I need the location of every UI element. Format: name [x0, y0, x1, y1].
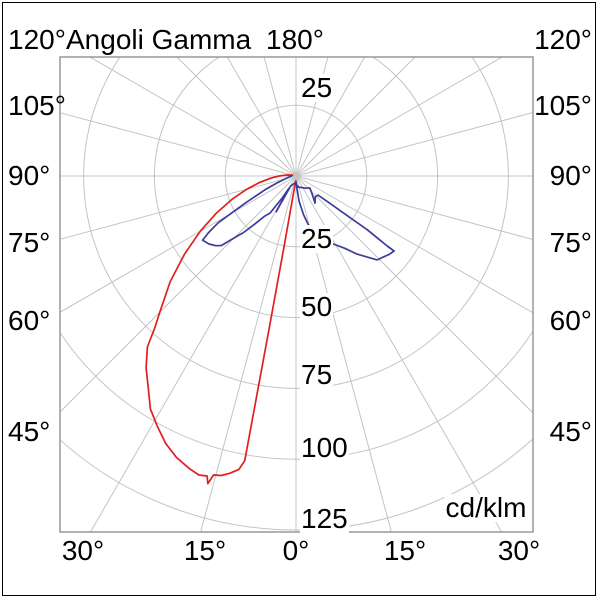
grid-radial-345 — [200, 175, 297, 532]
angle-label-right-90: 90° — [549, 160, 592, 191]
grid-radial-135 — [295, 57, 416, 177]
r-tick-50: 50 — [300, 291, 334, 322]
angle-label-right-105: 105° — [534, 90, 592, 121]
grid-radial-15 — [295, 175, 392, 532]
grid-radial-60 — [295, 175, 533, 314]
angle-label-left-105: 105° — [8, 90, 66, 121]
grid-radial-30 — [295, 175, 503, 532]
grid-radial-75 — [295, 175, 533, 241]
grid-radial-285 — [60, 175, 297, 240]
angle-label-right-60: 60° — [549, 305, 592, 336]
grid-radial-45 — [295, 175, 533, 414]
grid-radial-120 — [295, 57, 504, 177]
grid-radial-240 — [88, 57, 297, 177]
grid-radial-300 — [60, 175, 297, 313]
angle-label-left-75: 75° — [8, 227, 51, 258]
angle-label-bottom-30l: 30° — [61, 535, 105, 566]
grid-radial-105 — [295, 111, 533, 177]
angle-label-top-right-120: 120° — [534, 24, 592, 55]
curves — [145, 174, 395, 485]
angle-label-left-60: 60° — [8, 305, 51, 336]
r-tick-125: 125 — [300, 503, 349, 534]
angle-label-right-45: 45° — [549, 416, 592, 447]
chart-title: Angoli Gamma — [66, 24, 252, 55]
blue-curve — [201, 175, 395, 261]
r-tick-100: 100 — [300, 432, 349, 463]
angle-label-left-45: 45° — [8, 416, 51, 447]
angle-label-bottom-15l: 15° — [183, 535, 227, 566]
angle-label-left-90: 90° — [8, 160, 51, 191]
angle-label-top-left-120: 120° — [8, 24, 66, 55]
grid-radial-315 — [60, 175, 297, 413]
grid-radial-330 — [89, 175, 297, 532]
r-axis-unit-label: cd/klm — [444, 492, 528, 523]
r-tick-75: 75 — [300, 359, 334, 390]
angle-label-bottom-30r: 30° — [497, 535, 541, 566]
angle-label-top-180: 180° — [266, 24, 324, 55]
red-curve — [145, 174, 297, 485]
grid-radial-255 — [60, 112, 297, 177]
grid-radial-225 — [176, 57, 297, 177]
angle-label-bottom-15r: 15° — [383, 535, 427, 566]
grid-radial-165 — [295, 57, 329, 177]
angle-label-right-75: 75° — [549, 227, 592, 258]
plot-border — [59, 56, 534, 533]
r-tick-25: 25 — [300, 223, 334, 254]
r-tick-upper-25: 25 — [300, 72, 334, 103]
angle-label-bottom-0: 0° — [282, 535, 310, 566]
